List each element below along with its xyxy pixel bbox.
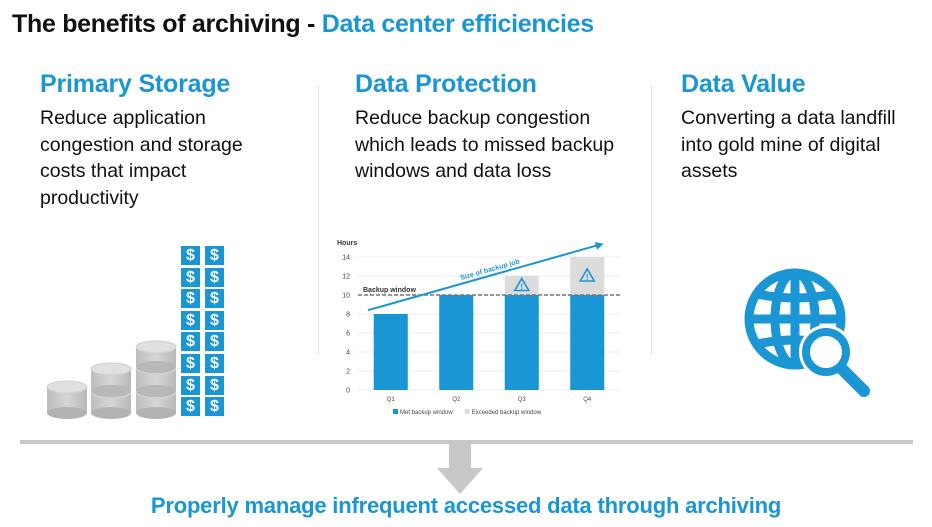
y-tick-label: 12 bbox=[342, 274, 350, 281]
data-value-heading: Data Value bbox=[681, 70, 806, 98]
trend-arrow bbox=[367, 243, 600, 312]
down-arrow-icon bbox=[437, 444, 483, 494]
text-line: which leads to missed backup bbox=[355, 133, 615, 156]
bar-met bbox=[373, 314, 408, 390]
primary-storage-text: Reduce application congestion and storag… bbox=[40, 105, 300, 211]
data-protection-text: Reduce backup congestion which leads to … bbox=[355, 105, 645, 185]
text-line: Converting a data landfill bbox=[681, 107, 896, 129]
dollar-icon: $ bbox=[205, 354, 224, 373]
page-title: The benefits of archiving - Data center … bbox=[12, 10, 594, 39]
legend-label: Exceeded backup window bbox=[472, 410, 542, 416]
text-line: productivity bbox=[40, 186, 139, 209]
bar-met bbox=[570, 295, 605, 390]
legend-swatch bbox=[464, 409, 470, 414]
y-tick-label: 10 bbox=[342, 293, 350, 300]
backup-window-label: Backup window bbox=[363, 287, 416, 294]
dollar-icon: $ bbox=[205, 375, 224, 395]
dollar-icon: $ bbox=[205, 332, 224, 352]
y-tick-label: 6 bbox=[346, 331, 350, 338]
dollar-icon: $ bbox=[205, 310, 224, 330]
storage-cylinders-icon bbox=[46, 340, 177, 419]
text-line: Reduce application bbox=[40, 107, 206, 129]
text-line: windows and data loss bbox=[355, 160, 552, 182]
data-value-text: Converting a data landfill into gold min… bbox=[681, 105, 926, 185]
dollar-icon: $ bbox=[205, 267, 224, 287]
data-value-column: Data Value Converting a data landfill in… bbox=[681, 70, 926, 185]
x-tick-label: Q1 bbox=[387, 397, 396, 403]
text-line: costs that impact bbox=[40, 160, 187, 182]
y-tick-label: 14 bbox=[342, 255, 350, 262]
legend-label: Met backup window bbox=[400, 410, 453, 416]
y-tick-label: 4 bbox=[346, 350, 350, 357]
primary-storage-heading: Primary Storage bbox=[40, 70, 231, 98]
dollar-icon: $ bbox=[181, 310, 200, 330]
title-accent: Data center efficiencies bbox=[321, 10, 594, 38]
data-protection-column: Data Protection Reduce backup congestion… bbox=[355, 70, 645, 185]
warning-icon: ! bbox=[513, 276, 531, 292]
svg-text:!: ! bbox=[586, 273, 589, 282]
dollar-icon: $ bbox=[181, 289, 200, 309]
text-line: congestion and storage bbox=[40, 133, 243, 156]
text-line: into gold mine of digital bbox=[681, 133, 881, 156]
primary-storage-column: Primary Storage Reduce application conge… bbox=[40, 70, 300, 211]
globe-magnifier-icon bbox=[744, 268, 870, 397]
column-divider bbox=[651, 85, 652, 355]
y-tick-label: 2 bbox=[346, 369, 350, 376]
dollar-icon: $ bbox=[205, 289, 224, 309]
bar-exceeded bbox=[570, 257, 605, 295]
bottom-tagline: Properly manage infrequent accessed data… bbox=[150, 493, 782, 518]
text-line: assets bbox=[681, 160, 738, 182]
x-tick-label: Q2 bbox=[452, 397, 461, 403]
bar-met bbox=[504, 295, 539, 390]
legend-swatch bbox=[393, 409, 398, 414]
dollar-icon: $ bbox=[181, 354, 200, 373]
dollar-icon: $ bbox=[181, 397, 200, 417]
column-divider bbox=[318, 85, 319, 355]
x-tick-label: Q3 bbox=[518, 397, 527, 403]
dollar-icon: $ bbox=[181, 332, 200, 352]
bar-met bbox=[439, 295, 474, 390]
warning-icon: ! bbox=[578, 267, 596, 282]
text-line: Reduce backup congestion bbox=[355, 107, 591, 129]
data-protection-heading: Data Protection bbox=[355, 70, 537, 98]
y-tick-label: 8 bbox=[346, 312, 350, 319]
dollar-icon: $ bbox=[181, 246, 200, 265]
section-divider bbox=[20, 440, 913, 444]
y-axis-label: Hours bbox=[337, 240, 357, 247]
dollar-icon: $ bbox=[205, 246, 224, 265]
bar-exceeded bbox=[504, 276, 539, 295]
dollar-icon: $ bbox=[205, 397, 224, 417]
svg-text:!: ! bbox=[520, 283, 523, 292]
x-tick-label: Q4 bbox=[583, 397, 592, 403]
dollar-icon: $ bbox=[181, 267, 200, 287]
title-main: The benefits of archiving - bbox=[12, 10, 322, 38]
dollar-icon: $ bbox=[181, 375, 200, 395]
y-tick-label: 0 bbox=[346, 388, 350, 395]
trend-arrowhead bbox=[594, 242, 604, 250]
